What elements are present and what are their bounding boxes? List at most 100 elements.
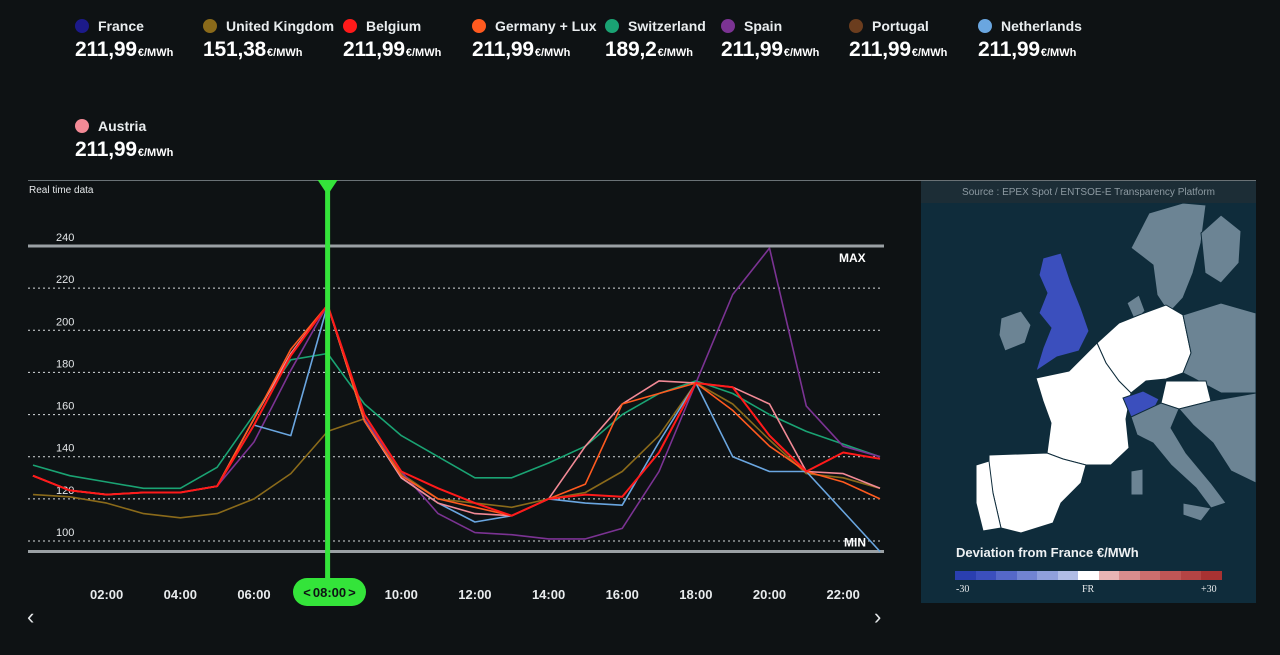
y-tick-label: 220 xyxy=(56,274,74,286)
map-portugal xyxy=(975,460,1002,532)
map-sicily xyxy=(1182,502,1212,522)
series-line xyxy=(32,304,881,517)
divider xyxy=(28,180,1256,181)
min-label: MIN xyxy=(844,536,866,550)
prev-arrow-icon[interactable]: ‹ xyxy=(27,604,35,629)
map-poland-east xyxy=(1182,302,1256,394)
map-italy xyxy=(1130,402,1227,509)
legend-value: 211,99€/MWh xyxy=(849,38,947,62)
y-tick-label: 140 xyxy=(56,443,74,455)
legend-item[interactable]: Portugal 211,99€/MWh xyxy=(849,16,947,62)
y-tick-label: 100 xyxy=(56,527,74,539)
price-line-chart: 100 120 140 160 180 200 220 240 MAX MIN 02:00 04:00… xyxy=(28,180,884,600)
legend-price: 189,2 xyxy=(605,38,657,61)
legend-dot xyxy=(721,19,735,33)
scale-swatch xyxy=(955,571,976,580)
x-tick-label: 02:00 xyxy=(90,587,123,600)
scale-swatch xyxy=(1201,571,1222,580)
map-spain xyxy=(988,452,1087,533)
scale-max-label: +30 xyxy=(1201,584,1217,595)
series-line xyxy=(32,352,881,490)
legend-value: 211,99€/MWh xyxy=(472,38,597,62)
series-line xyxy=(32,304,881,517)
map-france xyxy=(1035,342,1132,466)
legend-name-row: Spain xyxy=(721,16,819,36)
legend-item[interactable]: United Kingdom 151,38€/MWh xyxy=(203,16,334,62)
legend-value: 189,2€/MWh xyxy=(605,38,706,62)
scale-swatch xyxy=(1057,571,1078,580)
y-tick-label: 240 xyxy=(56,232,74,244)
scale-swatch xyxy=(1037,571,1058,580)
legend-unit: €/MWh xyxy=(534,47,571,59)
chart-header: Real time data xyxy=(29,185,94,196)
legend-dot xyxy=(472,19,486,33)
legend-item[interactable]: Belgium 211,99€/MWh xyxy=(343,16,441,62)
legend-value: 211,99€/MWh xyxy=(75,138,173,162)
series-line xyxy=(32,304,881,553)
x-tick-label: 10:00 xyxy=(385,587,418,600)
legend-name-row: Portugal xyxy=(849,16,947,36)
deviation-scale xyxy=(955,571,1222,580)
chevron-right-icon[interactable]: > xyxy=(348,584,356,600)
legend-label: Germany + Lux xyxy=(495,18,597,34)
legend-price: 211,99 xyxy=(849,38,911,61)
scale-swatch xyxy=(1139,571,1160,580)
legend-unit: €/MWh xyxy=(137,47,174,59)
map-sardinia xyxy=(1130,468,1144,496)
legend-unit: €/MWh xyxy=(137,147,174,159)
max-label: MAX xyxy=(839,251,866,265)
legend-unit: €/MWh xyxy=(911,47,948,59)
legend-unit: €/MWh xyxy=(267,47,303,59)
legend-label: Netherlands xyxy=(1001,18,1082,34)
legend-price: 211,99 xyxy=(472,38,534,61)
x-tick-label: 22:00 xyxy=(827,587,860,600)
legend-name-row: Switzerland xyxy=(605,16,706,36)
legend-price: 151,38 xyxy=(203,38,267,61)
chevron-left-icon[interactable]: < xyxy=(303,584,311,600)
legend-label: Portugal xyxy=(872,18,929,34)
map-ireland xyxy=(998,310,1032,352)
next-arrow-icon[interactable]: › xyxy=(874,604,882,629)
legend-item[interactable]: Netherlands 211,99€/MWh xyxy=(978,16,1082,62)
map-balkans xyxy=(1178,392,1256,484)
scale-swatch xyxy=(1119,571,1140,580)
legend-value: 151,38€/MWh xyxy=(203,38,334,62)
legend-name-row: Germany + Lux xyxy=(472,16,597,36)
legend-label: Belgium xyxy=(366,18,422,34)
legend-value: 211,99€/MWh xyxy=(343,38,441,62)
legend-dot xyxy=(605,19,619,33)
scale-swatch xyxy=(996,571,1017,580)
europe-map xyxy=(975,203,1256,533)
legend-price: 211,99 xyxy=(721,38,783,61)
legend-name-row: Belgium xyxy=(343,16,441,36)
legend-label: Austria xyxy=(98,118,147,134)
time-selector[interactable]: < 08:00 > xyxy=(293,578,366,606)
legend-item[interactable]: Germany + Lux 211,99€/MWh xyxy=(472,16,597,62)
legend-item[interactable]: Spain 211,99€/MWh xyxy=(721,16,819,62)
legend-item[interactable]: Austria 211,99€/MWh xyxy=(75,116,173,162)
map-finland xyxy=(1200,214,1242,284)
legend-label: France xyxy=(98,18,144,34)
legend-unit: €/MWh xyxy=(783,47,820,59)
map-title: Deviation from France €/MWh xyxy=(956,545,1139,560)
legend-unit: €/MWh xyxy=(657,47,694,59)
x-tick-label: 18:00 xyxy=(679,587,712,600)
scale-mid-label: FR xyxy=(1082,584,1095,595)
time-cursor-handle xyxy=(317,180,338,195)
legend-price: 211,99 xyxy=(343,38,405,61)
map-uk xyxy=(1035,252,1090,373)
scale-swatch xyxy=(1180,571,1201,580)
legend-price: 211,99 xyxy=(978,38,1040,61)
legend-item[interactable]: France 211,99€/MWh xyxy=(75,16,173,62)
series-line xyxy=(32,382,881,519)
scale-swatch xyxy=(1098,571,1119,580)
legend-name-row: Netherlands xyxy=(978,16,1082,36)
legend-price: 211,99 xyxy=(75,38,137,61)
series-line xyxy=(32,304,881,517)
legend-dot xyxy=(75,119,89,133)
legend-item[interactable]: Switzerland 189,2€/MWh xyxy=(605,16,706,62)
y-tick-label: 200 xyxy=(56,316,74,328)
legend-value: 211,99€/MWh xyxy=(721,38,819,62)
legend-dot xyxy=(849,19,863,33)
x-tick-label: 12:00 xyxy=(458,587,491,600)
